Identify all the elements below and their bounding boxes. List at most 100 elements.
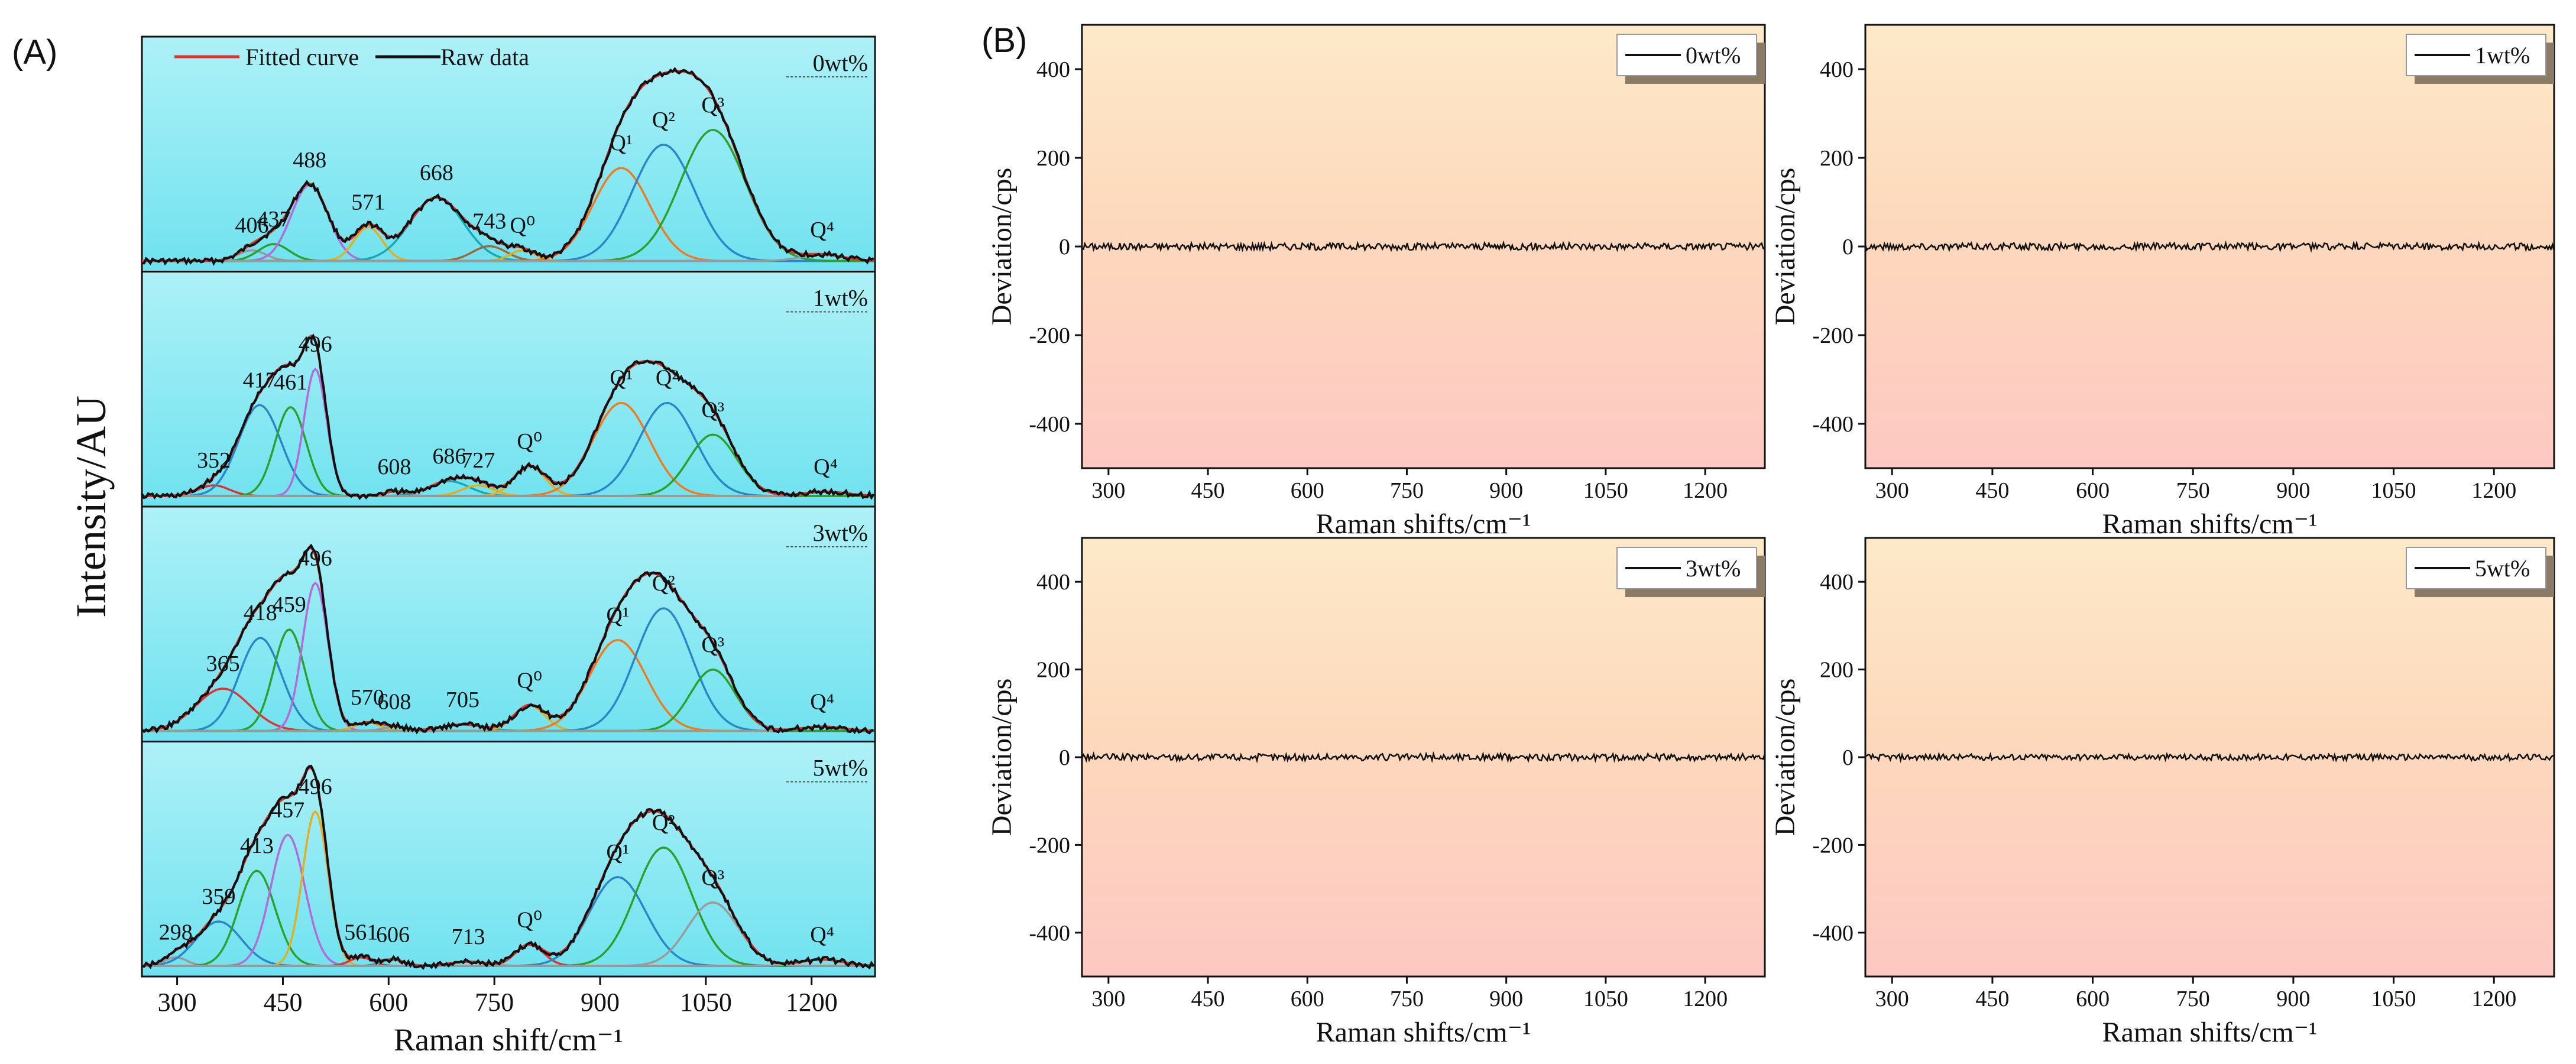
peak-label-3: 496 [299,332,332,357]
y-tick-label-0: 400 [1820,57,1854,82]
peak-label-4: 570 [351,685,384,710]
peak-label-2: 413 [240,833,274,858]
peak-label-9: Q² [656,366,679,391]
x-tick-label-4: 900 [1489,987,1523,1011]
peak-label-12: Q⁴ [810,922,834,947]
y-axis-label: Deviation/cps [986,168,1018,326]
peak-label-6: 727 [461,448,495,473]
y-axis-label: Deviation/cps [986,679,1018,836]
y-tick-label-2: 0 [1059,745,1070,770]
peak-label-0: 352 [197,448,231,473]
x-tick-label-2: 600 [369,988,408,1017]
deviation-line [1081,240,1765,253]
peak-label-8: Q⁰ [517,907,542,932]
deviation-line [1864,240,2555,253]
peak-label-6: 606 [376,922,410,947]
peak-label-10: Q⁴ [810,218,834,242]
peak-label-1: 417 [243,368,277,392]
deviation-subplot-2: 300 450 600 750 900 1050 1200 400 200 0 -200 -400 Ra… [986,537,1766,1048]
peak-label-6: Q⁰ [510,213,536,238]
x-tick-label-5: 1050 [2371,478,2416,503]
x-axis-label: Raman shifts/cm⁻¹ [2102,1017,2318,1048]
x-tick-label-6: 1200 [786,988,838,1017]
y-tick-label-4: -400 [1812,412,1854,437]
peak-curve-12 [142,958,874,967]
x-tick-label-4: 900 [2276,987,2310,1011]
peak-label-5: 561 [344,920,378,945]
x-tick-label-6: 1200 [1683,987,1728,1011]
x-tick-label-6: 1200 [1683,478,1728,503]
panel-b-letter: (B) [981,21,1027,60]
y-tick-label-0: 400 [1820,570,1854,595]
peak-label-9: Q² [652,571,675,596]
legend-raw-label: Raw data [440,44,529,70]
peak-label-5: 686 [432,444,466,469]
x-tick-label-4: 900 [1489,478,1523,503]
peak-label-4: 668 [420,160,453,185]
legend: 1wt% [2406,34,2554,84]
x-tick-label-5: 1050 [1583,987,1628,1011]
deviation-subplot-3: 300 450 600 750 900 1050 1200 400 200 0 -200 -400 Ra… [1770,537,2555,1048]
peak-label-7: Q¹ [610,131,633,155]
subplot-tag: 1wt% [813,285,868,312]
y-tick-label-3: -200 [1029,833,1070,858]
x-tick-label-2: 600 [2076,987,2110,1011]
peak-label-4: 608 [377,455,411,479]
panel-b: 300 450 600 750 900 1050 1200 400 200 0 -200 -400 Ra… [986,24,2555,1048]
y-tick-label-2: 0 [1842,235,1854,259]
peak-label-2: 459 [273,592,306,617]
x-axis-label: Raman shifts/cm⁻¹ [1316,508,1531,540]
x-tick-label-3: 750 [1390,478,1424,503]
peak-label-1: 359 [202,884,235,909]
peak-curve-11 [142,725,874,732]
x-tick-label-2: 600 [1291,987,1324,1011]
peak-label-6: 705 [446,687,479,712]
subplot-tag: 5wt% [813,755,868,781]
legend-fitted-label: Fitted curve [245,44,359,70]
y-tick-label-4: -400 [1029,921,1070,946]
y-tick-label-1: 200 [1036,146,1070,171]
peak-label-2: 488 [293,148,326,173]
peak-label-0: 406 [235,213,269,238]
peak-label-4: 496 [299,774,332,799]
peak-label-3: 457 [271,797,304,822]
x-tick-label-4: 900 [2276,478,2310,503]
y-tick-label-3: -200 [1812,833,1854,858]
y-tick-label-2: 0 [1842,745,1854,770]
panel-a-letter: (A) [12,33,57,72]
legend: 5wt% [2406,547,2554,597]
peak-label-0: 365 [206,651,240,676]
peak-label-8: Q² [652,108,675,132]
y-tick-label-3: -200 [1029,323,1070,348]
legend-label: 0wt% [1686,42,1741,69]
subplot-background [141,271,876,508]
deviation-line [1081,751,1765,764]
x-tick-label-1: 450 [1191,478,1225,503]
y-tick-label-4: -400 [1812,921,1854,946]
legend-label: 3wt% [1686,555,1741,582]
subplot-background [1081,537,1766,978]
y-tick-label-4: -400 [1029,412,1070,437]
x-tick-label-1: 450 [1191,987,1225,1011]
x-tick-label-5: 1050 [1583,478,1628,503]
peak-label-7: Q⁰ [517,669,542,693]
x-tick-label-0: 300 [1091,478,1125,503]
deviation-subplot-1: 300 450 600 750 900 1050 1200 400 200 0 -200 -400 Ra… [1770,24,2555,540]
y-tick-label-3: -200 [1812,323,1854,348]
x-axis-label: Raman shifts/cm⁻¹ [1316,1017,1531,1048]
peak-curve-10 [142,254,874,262]
peak-label-3: 496 [299,546,332,570]
x-tick-label-6: 1200 [2471,987,2516,1011]
x-tick-label-2: 600 [1291,478,1324,503]
x-tick-label-1: 450 [263,988,302,1017]
x-tick-label-3: 750 [2176,987,2210,1011]
peak-label-1: 418 [244,601,277,625]
legend-label: 5wt% [2475,555,2530,582]
y-tick-label-1: 200 [1820,146,1854,171]
peak-label-8: Q¹ [606,603,629,628]
peak-label-3: 571 [351,190,385,215]
